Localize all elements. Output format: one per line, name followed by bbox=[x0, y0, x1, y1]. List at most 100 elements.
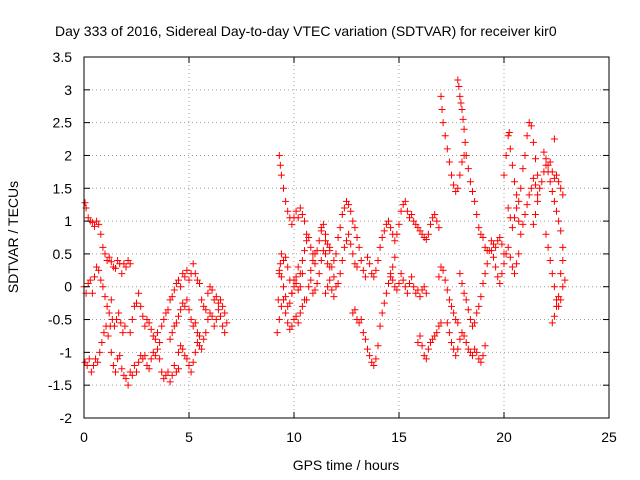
data-point bbox=[481, 270, 489, 278]
data-point bbox=[298, 211, 306, 219]
data-point bbox=[181, 302, 189, 310]
data-point bbox=[532, 181, 539, 189]
data-point bbox=[113, 316, 121, 324]
data-point bbox=[387, 270, 395, 278]
data-point bbox=[179, 345, 187, 353]
data-point bbox=[181, 273, 189, 281]
data-point bbox=[500, 260, 508, 268]
data-point bbox=[559, 243, 567, 251]
data-point bbox=[208, 286, 216, 294]
data-point bbox=[406, 279, 413, 287]
data-point bbox=[151, 352, 159, 360]
data-point bbox=[322, 230, 329, 238]
data-point bbox=[202, 329, 210, 337]
data-point bbox=[454, 184, 462, 192]
data-point bbox=[286, 299, 294, 307]
data-point bbox=[452, 352, 460, 360]
data-point bbox=[364, 253, 371, 261]
data-point bbox=[349, 217, 357, 225]
data-point bbox=[395, 220, 403, 228]
data-point bbox=[431, 211, 439, 219]
data-point bbox=[422, 235, 430, 243]
data-point bbox=[330, 256, 338, 264]
data-point bbox=[322, 289, 329, 297]
data-point bbox=[175, 276, 182, 284]
data-point bbox=[544, 243, 552, 251]
data-point bbox=[479, 279, 487, 287]
data-point bbox=[385, 279, 392, 287]
data-point bbox=[95, 266, 103, 274]
y-tick-label: 3 bbox=[64, 82, 72, 98]
data-point bbox=[212, 293, 220, 301]
data-point bbox=[221, 309, 229, 317]
data-point bbox=[546, 158, 554, 166]
data-point bbox=[397, 270, 405, 278]
data-point bbox=[389, 276, 397, 284]
data-point bbox=[326, 276, 334, 284]
data-point bbox=[112, 368, 119, 376]
data-point bbox=[504, 243, 512, 251]
data-point bbox=[479, 352, 487, 360]
data-point bbox=[448, 302, 455, 310]
data-point bbox=[185, 361, 193, 369]
data-point bbox=[204, 316, 212, 324]
data-point bbox=[277, 250, 285, 258]
data-point bbox=[154, 345, 161, 353]
data-point bbox=[445, 158, 453, 166]
data-point bbox=[504, 204, 512, 212]
data-point bbox=[334, 279, 342, 287]
data-point bbox=[214, 299, 222, 307]
data-point bbox=[275, 151, 283, 159]
data-points bbox=[80, 76, 569, 389]
y-tick-labels: -2 -1.5 -1 -0.5 0 0.5 1 1.5 2 2.5 3 3.5 bbox=[48, 49, 72, 426]
data-point bbox=[334, 234, 342, 241]
data-point bbox=[422, 355, 430, 363]
data-point bbox=[496, 234, 504, 241]
data-point bbox=[461, 138, 469, 146]
data-point bbox=[119, 329, 127, 337]
data-point bbox=[370, 273, 378, 281]
data-point bbox=[166, 378, 174, 386]
data-point bbox=[100, 329, 108, 337]
data-point bbox=[380, 227, 388, 235]
data-point bbox=[296, 283, 304, 291]
data-point bbox=[170, 361, 178, 369]
data-point bbox=[416, 293, 424, 301]
data-point bbox=[189, 260, 197, 268]
data-point bbox=[459, 115, 467, 123]
data-point bbox=[460, 289, 468, 297]
data-point bbox=[280, 184, 287, 192]
data-point bbox=[160, 316, 168, 324]
data-point bbox=[332, 250, 340, 258]
data-point bbox=[168, 329, 176, 337]
data-point bbox=[498, 270, 506, 278]
data-point bbox=[433, 217, 441, 225]
data-point bbox=[519, 165, 527, 173]
data-point bbox=[322, 237, 329, 245]
y-tick-label: -0.5 bbox=[48, 312, 72, 328]
data-point bbox=[109, 361, 117, 369]
data-point bbox=[187, 316, 195, 324]
data-point bbox=[210, 322, 218, 330]
data-point bbox=[86, 276, 94, 284]
data-point bbox=[506, 253, 514, 261]
data-point bbox=[330, 293, 338, 301]
data-point bbox=[513, 204, 521, 212]
data-point bbox=[313, 247, 321, 255]
data-point bbox=[382, 289, 390, 297]
data-point bbox=[154, 329, 161, 337]
data-point bbox=[122, 263, 130, 271]
data-point bbox=[196, 332, 203, 340]
data-point bbox=[328, 263, 336, 271]
data-point bbox=[511, 270, 518, 278]
data-point bbox=[284, 319, 292, 327]
data-point bbox=[126, 260, 134, 268]
y-tick-label: -1 bbox=[60, 344, 73, 360]
y-tick-label: -1.5 bbox=[48, 377, 72, 393]
data-point bbox=[301, 247, 308, 255]
data-point bbox=[550, 312, 558, 320]
data-point bbox=[107, 296, 115, 304]
x-tick-label: 10 bbox=[286, 429, 302, 445]
data-point bbox=[98, 339, 106, 347]
data-point bbox=[139, 312, 147, 320]
